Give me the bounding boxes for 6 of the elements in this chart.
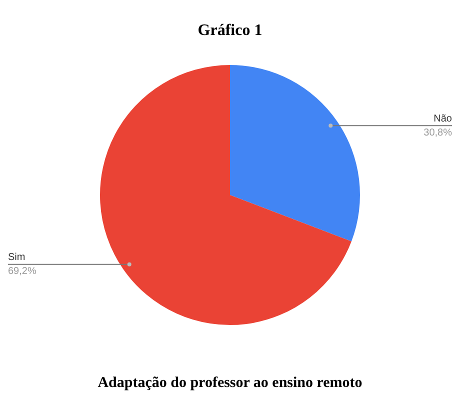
- data-label: 30,8%: [424, 127, 452, 138]
- slice-label: Não: [434, 113, 452, 124]
- text: Adaptação do professor ao ensino remoto: [96, 375, 364, 392]
- chart-title: Gráfico 1: [196, 22, 264, 40]
- data-label: 69,2%: [8, 266, 36, 278]
- slice-label: Sim: [8, 252, 26, 264]
